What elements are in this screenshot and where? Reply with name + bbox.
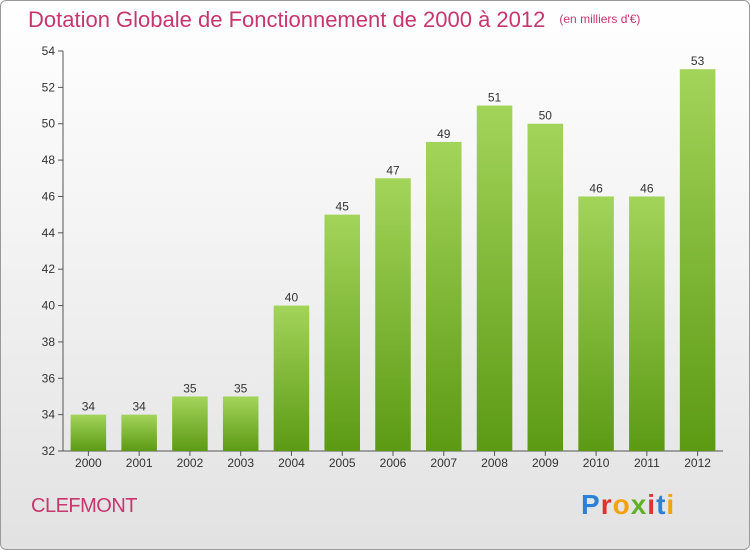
chart-labels: 34 2000 34 2001 35 2002 35 2003 40 2004 45 2005 47 20… [75, 54, 711, 470]
logo-letter: i [666, 489, 676, 520]
y-tick-label: 34 [42, 408, 56, 422]
x-tick-label: 2010 [583, 456, 610, 470]
y-tick-label: 50 [42, 117, 56, 131]
logo-letter: x [630, 489, 648, 520]
chart-title-text: Dotation Globale de Fonctionnement de 20… [28, 7, 546, 32]
bar-value-label: 49 [437, 127, 451, 141]
proxiti-logo[interactable]: Proxiti [581, 489, 675, 521]
bar [476, 105, 513, 451]
bar-value-label: 50 [539, 109, 553, 123]
bar [273, 305, 310, 451]
x-tick-label: 2002 [177, 456, 204, 470]
logo-letter: i [647, 489, 657, 520]
logo-letter: r [600, 489, 613, 520]
bar-value-label: 35 [234, 381, 248, 395]
bar-value-label: 46 [640, 181, 654, 195]
y-tick-label: 52 [42, 80, 56, 94]
y-tick-label: 42 [42, 262, 56, 276]
logo-letter: o [612, 489, 631, 520]
bar-value-label: 53 [691, 54, 705, 68]
x-tick-label: 2003 [227, 456, 254, 470]
y-tick-label: 54 [42, 44, 56, 58]
x-tick-label: 2011 [634, 456, 660, 470]
bar [375, 178, 411, 452]
bar-value-label: 45 [336, 200, 350, 214]
bar [172, 396, 208, 451]
x-tick-label: 2004 [278, 456, 305, 470]
bar-value-label: 40 [285, 291, 299, 305]
bar [679, 69, 716, 451]
x-tick-label: 2000 [75, 456, 102, 470]
y-tick-label: 46 [42, 189, 56, 203]
y-tick-label: 44 [42, 226, 56, 240]
location-name: CLEFMONT [31, 495, 138, 517]
y-tick-label: 48 [42, 153, 56, 167]
x-tick-label: 2009 [532, 456, 559, 470]
logo-letter: t [656, 489, 667, 520]
y-tick-label: 36 [42, 371, 56, 385]
bar [578, 196, 614, 451]
x-tick-label: 2005 [329, 456, 356, 470]
bar [527, 123, 564, 452]
bar-value-label: 35 [183, 381, 197, 395]
x-tick-label: 2007 [430, 456, 457, 470]
y-tick-label: 38 [42, 335, 56, 349]
bar-value-label: 47 [386, 163, 400, 177]
bar [629, 196, 665, 451]
logo-letter: P [581, 489, 601, 520]
x-tick-label: 2006 [380, 456, 407, 470]
y-tick-label: 32 [42, 444, 56, 458]
bar [222, 396, 259, 451]
bar [426, 141, 462, 451]
x-tick-label: 2001 [126, 456, 153, 470]
y-tick-label: 40 [42, 299, 56, 313]
bar [121, 414, 157, 451]
bar-value-label: 46 [589, 181, 603, 195]
chart-title: Dotation Globale de Fonctionnement de 20… [28, 7, 640, 33]
chart-bars [70, 69, 716, 452]
chart-subtitle: (en milliers d'€) [559, 12, 641, 26]
bar-value-label: 34 [132, 400, 146, 414]
x-tick-label: 2008 [481, 456, 508, 470]
x-tick-label: 2012 [684, 456, 711, 470]
bar [70, 414, 107, 451]
bar-value-label: 51 [488, 91, 502, 105]
chart-axes: 32 34 36 38 40 42 44 46 48 50 52 54 [42, 44, 723, 458]
bar-value-label: 34 [82, 400, 96, 414]
bar [324, 214, 360, 451]
